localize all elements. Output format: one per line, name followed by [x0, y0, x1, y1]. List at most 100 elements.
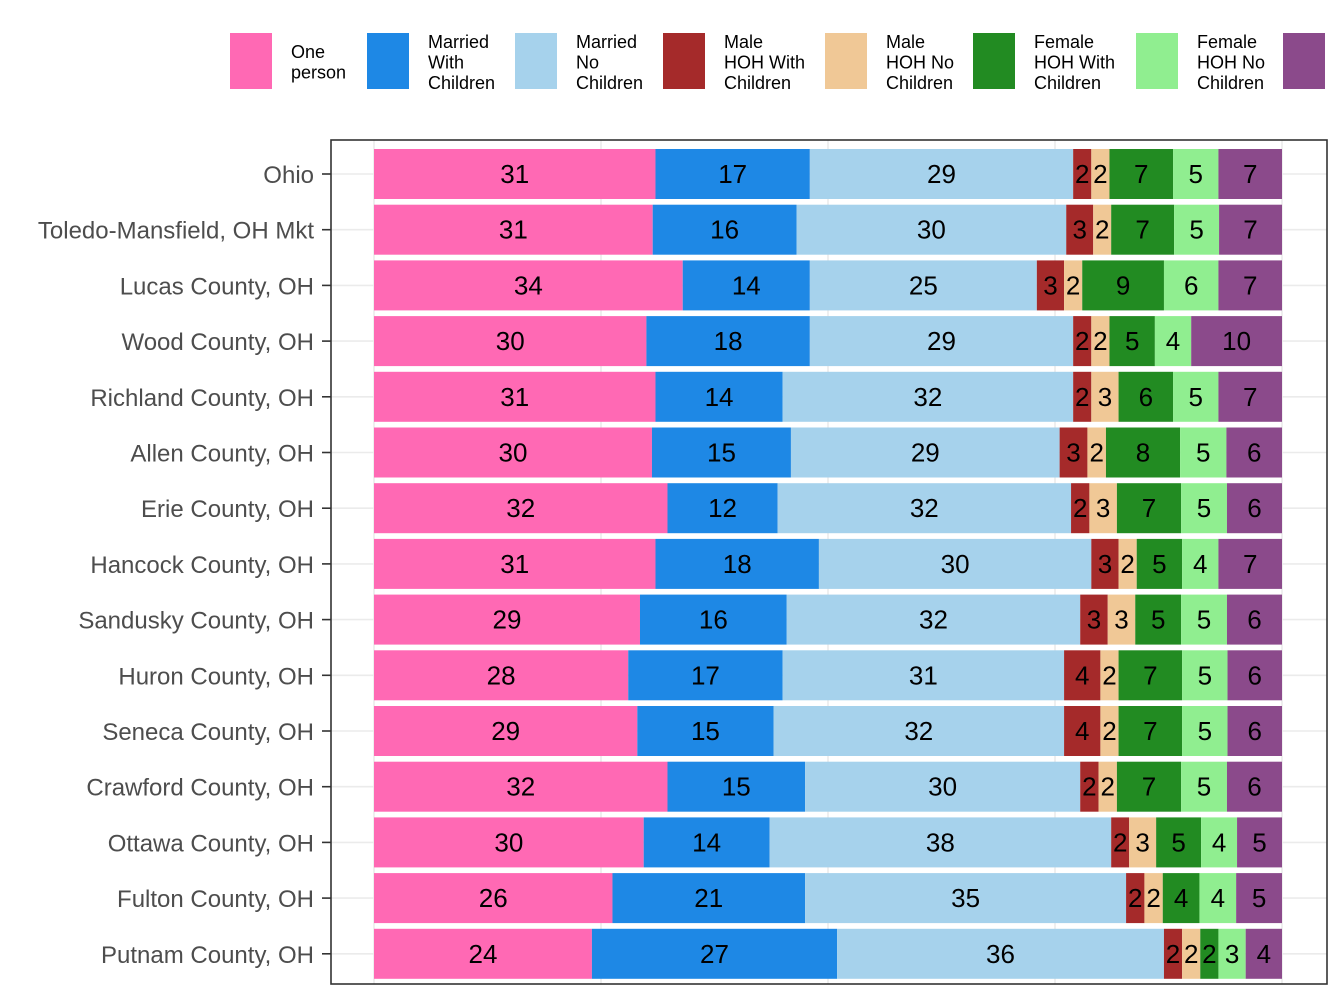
- data-label: 31: [500, 382, 529, 412]
- data-label: 36: [986, 939, 1015, 969]
- bar-segment: [1118, 650, 1183, 701]
- bar-segment: [1118, 706, 1183, 756]
- data-label: 18: [714, 326, 743, 356]
- data-label: 29: [927, 159, 956, 189]
- bar-segment: [1080, 594, 1108, 645]
- bar-segment: [1156, 817, 1202, 868]
- bar-segment: [1089, 483, 1117, 534]
- bar-segment: [1173, 371, 1219, 422]
- data-label: 5: [1189, 382, 1203, 412]
- data-label: 30: [496, 326, 525, 356]
- bar-segment: [1129, 817, 1157, 868]
- data-label: 5: [1152, 549, 1166, 579]
- bar-segment: [1091, 371, 1119, 422]
- data-label: 5: [1197, 605, 1211, 635]
- data-label: 7: [1143, 660, 1157, 690]
- data-label: 3: [1096, 493, 1110, 523]
- data-label: 21: [694, 883, 723, 913]
- bar-segment: [643, 817, 770, 868]
- bar-segment: [1245, 928, 1282, 979]
- bar-segment: [769, 817, 1112, 868]
- bar-segment: [374, 538, 656, 589]
- data-label: 3: [1043, 270, 1057, 300]
- bar-segment: [682, 260, 810, 311]
- y-tick-label: Ohio: [263, 162, 314, 189]
- bar-segment: [1173, 149, 1219, 199]
- data-label: 3: [1225, 939, 1239, 969]
- bar-segment: [809, 260, 1037, 311]
- bar-segment: [1073, 316, 1092, 367]
- y-tick-label: Seneca County, OH: [102, 719, 314, 746]
- legend-label: Children: [886, 73, 953, 93]
- data-label: 7: [1243, 159, 1257, 189]
- bar-segment: [1237, 817, 1282, 868]
- bar-segment: [667, 483, 778, 534]
- bar-segment: [1226, 427, 1282, 478]
- data-label: 6: [1184, 270, 1198, 300]
- bar-segment: [1091, 149, 1110, 199]
- bar-segment: [805, 761, 1081, 812]
- y-axis: Ohio Toledo-Mansfield, OH Mkt Lucas County…: [38, 162, 331, 969]
- legend-label: Male: [886, 32, 925, 52]
- data-label: 6: [1247, 772, 1261, 802]
- data-label: 30: [499, 438, 528, 468]
- data-label: 4: [1211, 883, 1225, 913]
- data-label: 3: [1135, 827, 1149, 857]
- bar-segment: [374, 371, 656, 422]
- data-label: 35: [951, 883, 980, 913]
- data-label: 4: [1193, 549, 1207, 579]
- bar-segment: [818, 538, 1092, 589]
- bar-segment: [796, 204, 1067, 255]
- bar-segment: [777, 483, 1072, 534]
- data-label: 2: [1120, 549, 1134, 579]
- bar-segment: [1226, 594, 1282, 645]
- bar-segment: [805, 873, 1127, 924]
- legend-key: [230, 33, 272, 89]
- bar-segment: [1091, 316, 1110, 367]
- bar-segment: [1118, 538, 1137, 589]
- legend-label: No: [576, 53, 599, 73]
- data-label: 14: [705, 382, 734, 412]
- data-label: 32: [506, 772, 535, 802]
- legend-label: Male: [724, 32, 763, 52]
- data-label: 7: [1243, 549, 1257, 579]
- bar-segment: [1227, 706, 1282, 756]
- data-label: 2: [1075, 159, 1089, 189]
- bar-segment: [374, 204, 653, 255]
- data-label: 17: [718, 159, 747, 189]
- data-label: 4: [1075, 716, 1089, 746]
- bar-segment: [1181, 594, 1227, 645]
- bar-segment: [1162, 873, 1200, 924]
- legend-label: Children: [428, 73, 495, 93]
- bar-segment: [1111, 204, 1175, 255]
- bar-segment: [1080, 761, 1099, 812]
- y-tick-label: Wood County, OH: [121, 329, 314, 356]
- bar-segment: [1109, 316, 1155, 367]
- data-label: 17: [691, 660, 720, 690]
- bar-segment: [1154, 316, 1192, 367]
- bar-segment: [1107, 594, 1136, 645]
- bar-segment: [652, 204, 797, 255]
- y-tick-label: Lucas County, OH: [120, 273, 314, 300]
- data-label: 2: [1184, 939, 1198, 969]
- data-label: 32: [913, 382, 942, 412]
- bar-segment: [1093, 204, 1112, 255]
- bar-segment: [374, 594, 640, 645]
- data-label: 15: [722, 772, 751, 802]
- data-label: 16: [710, 215, 739, 245]
- data-label: 27: [700, 939, 729, 969]
- data-label: 16: [699, 605, 728, 635]
- bar-segment: [1064, 650, 1101, 701]
- bar-segment: [1218, 149, 1282, 199]
- data-label: 25: [909, 270, 938, 300]
- data-label: 7: [1143, 716, 1157, 746]
- data-label: 2: [1166, 939, 1180, 969]
- legend-label: Children: [576, 73, 643, 93]
- data-label: 4: [1212, 827, 1226, 857]
- bar-segment: [782, 371, 1074, 422]
- legend-key: [367, 33, 409, 89]
- data-label: 7: [1134, 159, 1148, 189]
- data-label: 2: [1073, 493, 1087, 523]
- bar-segment: [1111, 817, 1130, 868]
- data-label: 31: [499, 215, 528, 245]
